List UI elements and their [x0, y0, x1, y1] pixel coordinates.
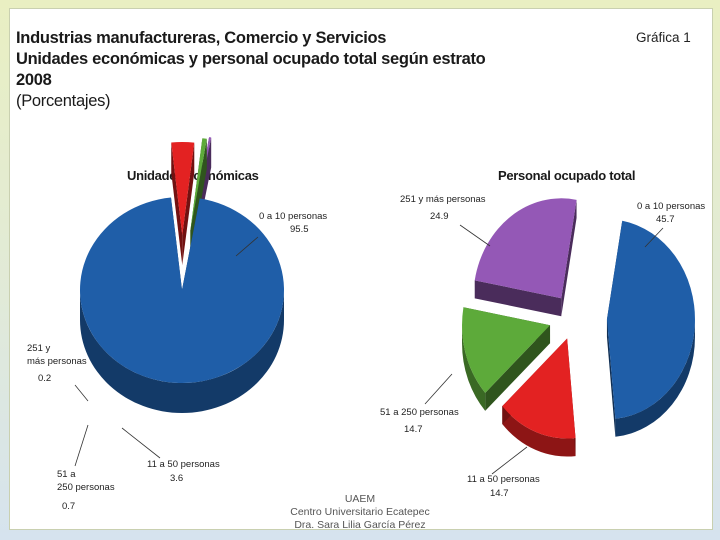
value-label: 0.2: [38, 373, 51, 384]
value-label: 14.7: [490, 488, 509, 499]
slice-top: [502, 338, 576, 439]
value-label: 24.9: [430, 211, 449, 222]
category-label: más personas: [27, 356, 87, 367]
pie-slice-0-a-10-personas: [80, 197, 285, 413]
leader-line: [644, 227, 664, 248]
pie-slice-11-a-50-personas: [171, 142, 195, 266]
data-label-11-a-50-personas: 11 a 50 personas 14.7: [467, 446, 540, 499]
leader-line: [459, 224, 491, 247]
data-label-51-a-250-personas: 51 a 250 personas 0.7: [57, 424, 115, 512]
slice-wall: [462, 325, 486, 411]
category-label: 0 a 10 personas: [259, 211, 327, 222]
title-line-1: Industrias manufactureras, Comercio y Se…: [16, 29, 387, 47]
pie-slice-11-a-50-personas: [502, 338, 576, 457]
slice-top: [462, 307, 551, 393]
slice-cut-face: [171, 142, 183, 266]
slice-top: [190, 138, 207, 231]
slice-top: [171, 142, 195, 236]
title-line-2: Unidades económicas y personal ocupado t…: [16, 50, 486, 68]
leader-line: [235, 236, 259, 257]
category-label: 251 y: [27, 343, 50, 354]
figure-label: Gráfica 1: [636, 30, 691, 45]
category-label: 0 a 10 personas: [637, 201, 705, 212]
value-label: 3.6: [170, 473, 183, 484]
data-label-0-a-10-personas: 0 a 10 personas 45.7: [637, 201, 705, 248]
pie-slice-0-a-10-personas: [606, 220, 695, 437]
leader-line: [74, 384, 89, 402]
slide-title: Industrias manufactureras, Comercio y Se…: [16, 28, 516, 112]
category-label: 11 a 50 personas: [467, 474, 540, 485]
leader-line: [121, 427, 161, 459]
slice-cut-face: [474, 280, 562, 317]
category-label: 11 a 50 personas: [147, 459, 220, 470]
leader-line: [424, 373, 453, 405]
data-label-11-a-50-personas: 11 a 50 personas 3.6: [121, 427, 220, 484]
slice-cut-face: [606, 319, 616, 437]
data-label-251-y-mas-personas: 251 y más personas 0.2: [27, 343, 89, 402]
title-line-3: 2008: [16, 71, 52, 89]
data-label-0-a-10-personas: 0 a 10 personas 95.5: [235, 211, 327, 257]
value-label: 45.7: [656, 214, 675, 225]
leader-line: [491, 446, 528, 475]
value-label: 0.7: [62, 501, 75, 512]
pie-chart-unidades-economicas: 0 a 10 personas 95.5 11 a 50 personas 3.6 51…: [27, 137, 327, 512]
category-label: 51 a 250 personas: [380, 407, 459, 418]
slice-wall: [80, 290, 284, 413]
chart-title-right: Personal ocupado total: [498, 168, 636, 183]
value-label: 14.7: [404, 424, 423, 435]
footer-line-1: UAEM: [344, 493, 376, 505]
category-label: 51 a: [57, 469, 76, 480]
value-label: 95.5: [290, 224, 309, 235]
slice-top: [606, 220, 695, 419]
pie-slice-251-y-mas-personas: [474, 198, 577, 317]
slice-cut-face: [485, 325, 551, 411]
category-label: 251 y más personas: [400, 194, 486, 205]
footer: UAEM Centro Universitario Ecatepec Dra. …: [0, 493, 720, 532]
leader-line: [74, 424, 89, 467]
slice-wall: [615, 319, 695, 437]
footer-line-3: Dra. Sara Lilia García Pérez: [294, 519, 426, 531]
category-label: 250 personas: [57, 482, 115, 493]
slice-top: [80, 197, 285, 383]
slice-top: [474, 198, 577, 299]
slice-cut-face: [182, 142, 195, 266]
footer-line-2: Centro Universitario Ecatepec: [290, 506, 430, 518]
slice-wall: [502, 406, 576, 457]
data-label-51-a-250-personas: 51 a 250 personas 14.7: [380, 373, 459, 435]
title-subtitle: (Porcentajes): [16, 92, 111, 110]
data-label-251-y-mas-personas: 251 y más personas 24.9: [400, 194, 491, 247]
slice-cut-face: [561, 199, 577, 317]
pie-slice-51-a-250-personas: [462, 307, 551, 411]
